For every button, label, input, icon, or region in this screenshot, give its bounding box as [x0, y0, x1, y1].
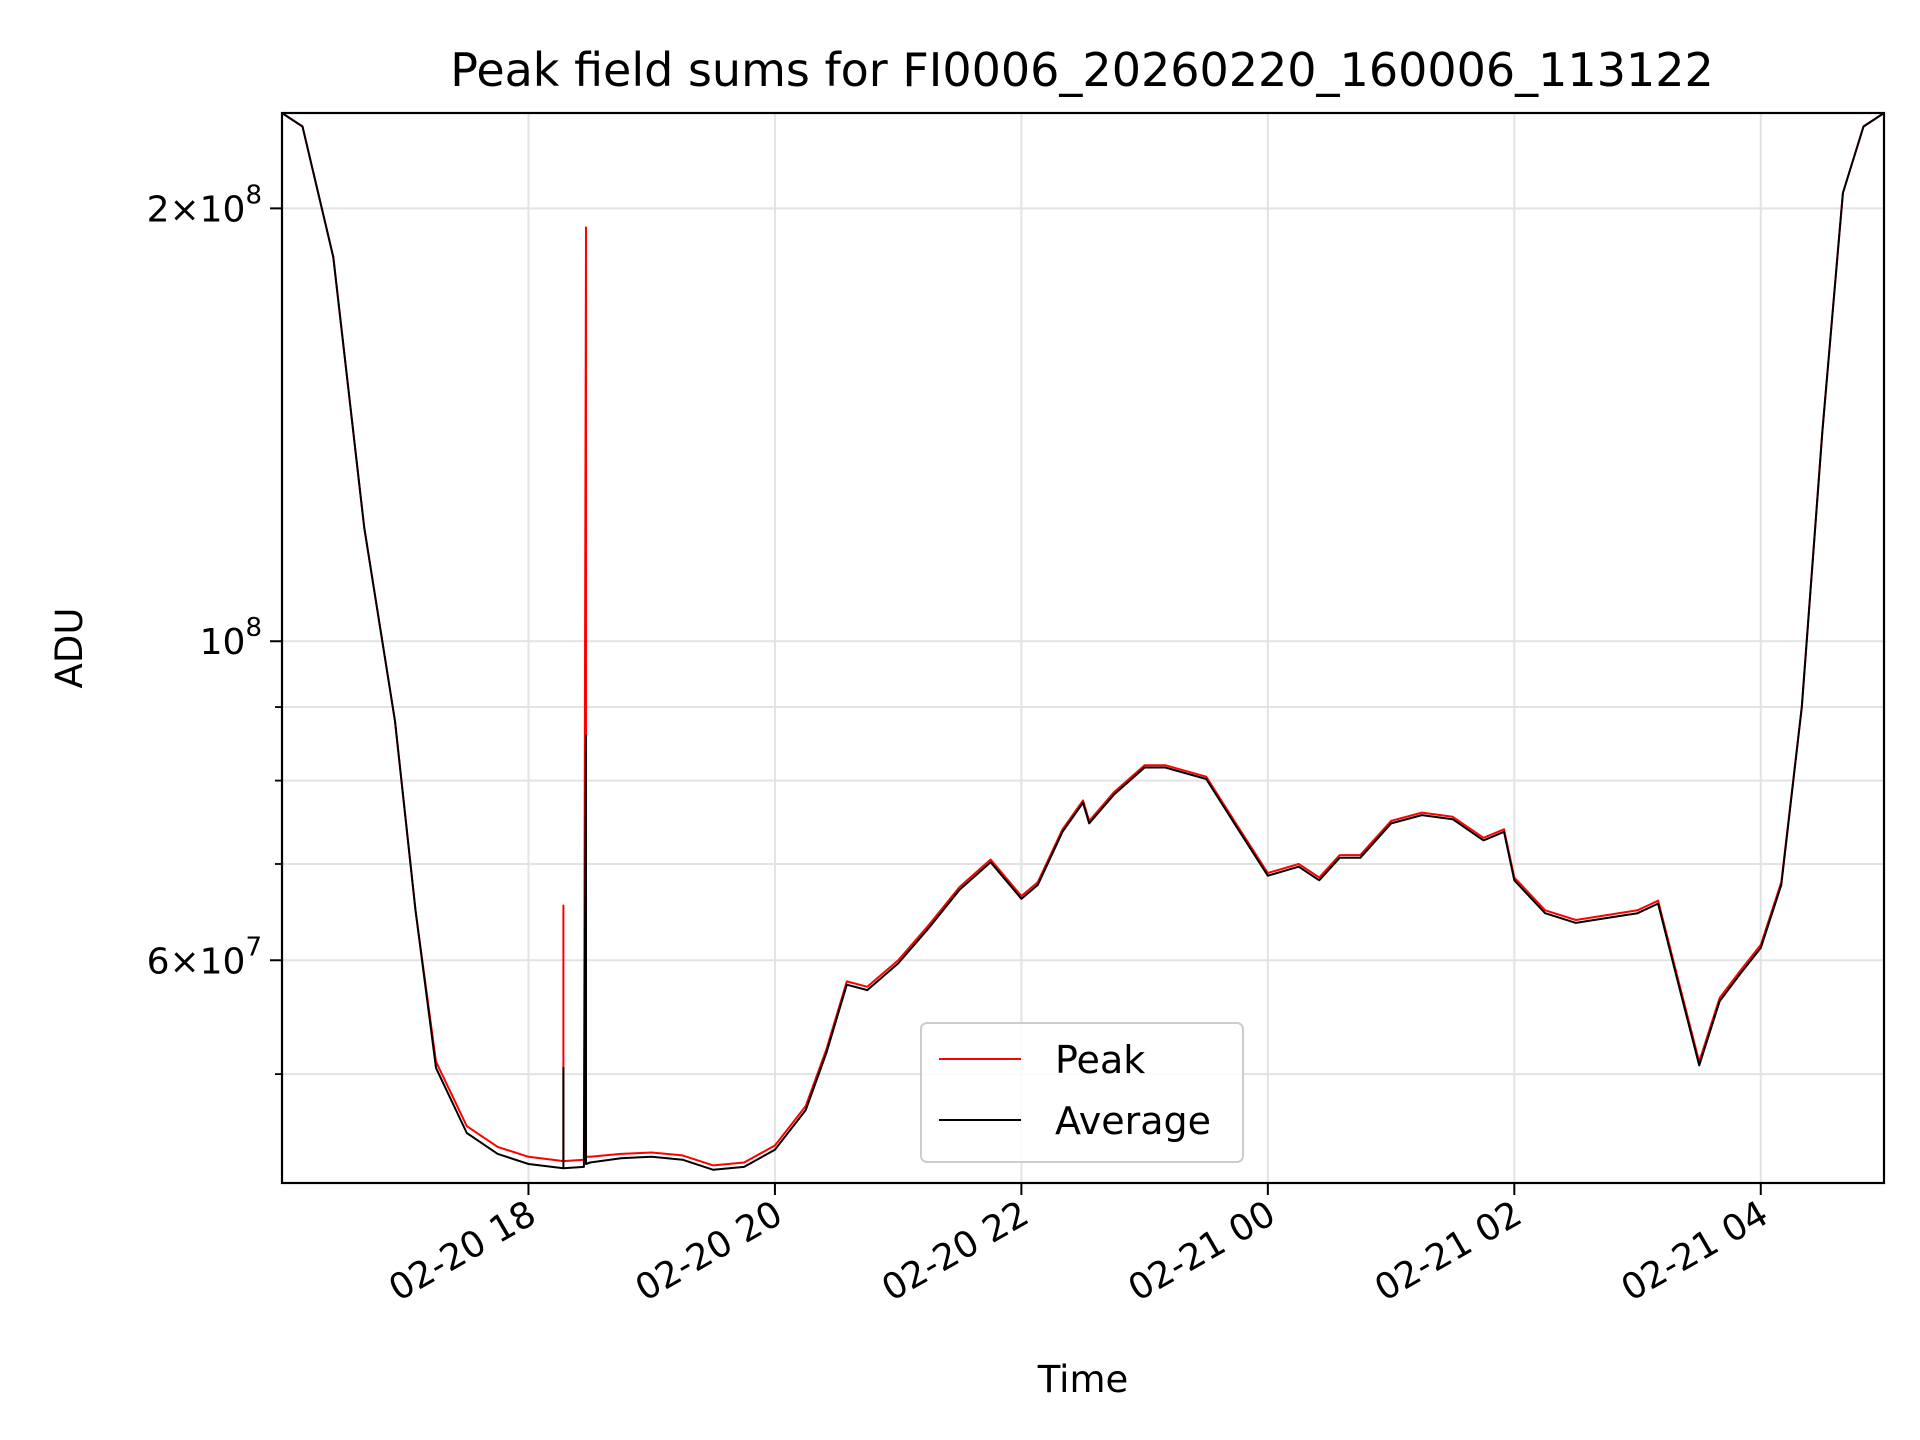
plot-frame: [280, 111, 1886, 1185]
legend-box: [920, 1022, 1244, 1163]
y-tick-label: 2×108: [147, 180, 262, 230]
legend-label-average: Average: [1055, 1099, 1211, 1143]
series-line-peak: [282, 113, 1884, 1167]
series-line-average: [282, 113, 1884, 1171]
gridlines: [282, 113, 1884, 1183]
y-axis: 6×107 108 2×108: [147, 180, 282, 1076]
y-tick-label: 6×107: [147, 932, 262, 982]
legend-label-peak: Peak: [1055, 1038, 1145, 1082]
series-layer: [282, 113, 1884, 1171]
y-axis-label: ADU: [48, 608, 91, 689]
x-axis-label: Time: [1037, 1358, 1129, 1401]
chart-title: Peak field sums for FI0006_20260220_1600…: [450, 43, 1714, 97]
y-tick-label: 108: [200, 613, 262, 663]
legend: Peak Average: [920, 1022, 1244, 1163]
